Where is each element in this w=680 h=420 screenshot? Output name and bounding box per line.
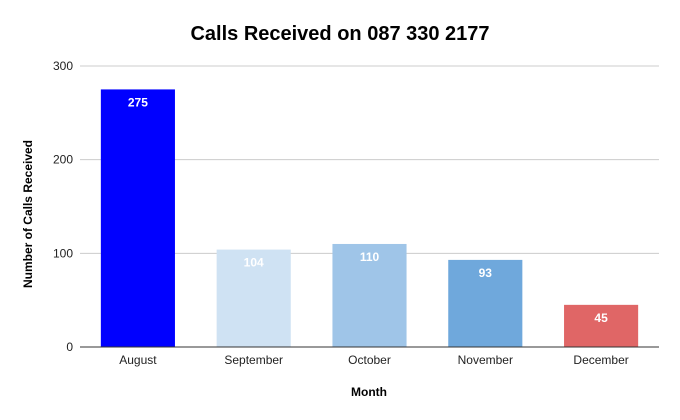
y-axis-ticks: 0 100 200 300 <box>53 59 73 354</box>
chart-title: Calls Received on 087 330 2177 <box>190 23 489 45</box>
data-label: 45 <box>594 311 608 325</box>
x-tick-label: August <box>119 353 157 367</box>
bar-october <box>332 243 407 347</box>
data-label: 275 <box>128 95 148 109</box>
data-label: 93 <box>479 266 493 280</box>
y-tick-label: 0 <box>66 340 73 354</box>
x-axis-title: Month <box>351 385 387 399</box>
bar-august <box>100 89 175 348</box>
bar-november <box>448 259 523 347</box>
x-axis-ticks: August September October November December <box>119 353 629 367</box>
x-tick-label: November <box>458 353 513 367</box>
x-tick-label: October <box>348 353 391 367</box>
x-tick-label: September <box>224 353 283 367</box>
y-tick-label: 200 <box>53 153 73 167</box>
bar-december <box>564 304 639 347</box>
data-label: 110 <box>360 250 380 264</box>
data-label: 104 <box>244 256 264 270</box>
bar-september <box>216 249 291 347</box>
x-tick-label: December <box>573 353 628 367</box>
y-tick-label: 300 <box>53 59 73 73</box>
y-tick-label: 100 <box>53 246 73 260</box>
y-axis-title: Number of Calls Received <box>21 140 35 288</box>
bars: 275 104 110 93 45 <box>100 89 639 348</box>
